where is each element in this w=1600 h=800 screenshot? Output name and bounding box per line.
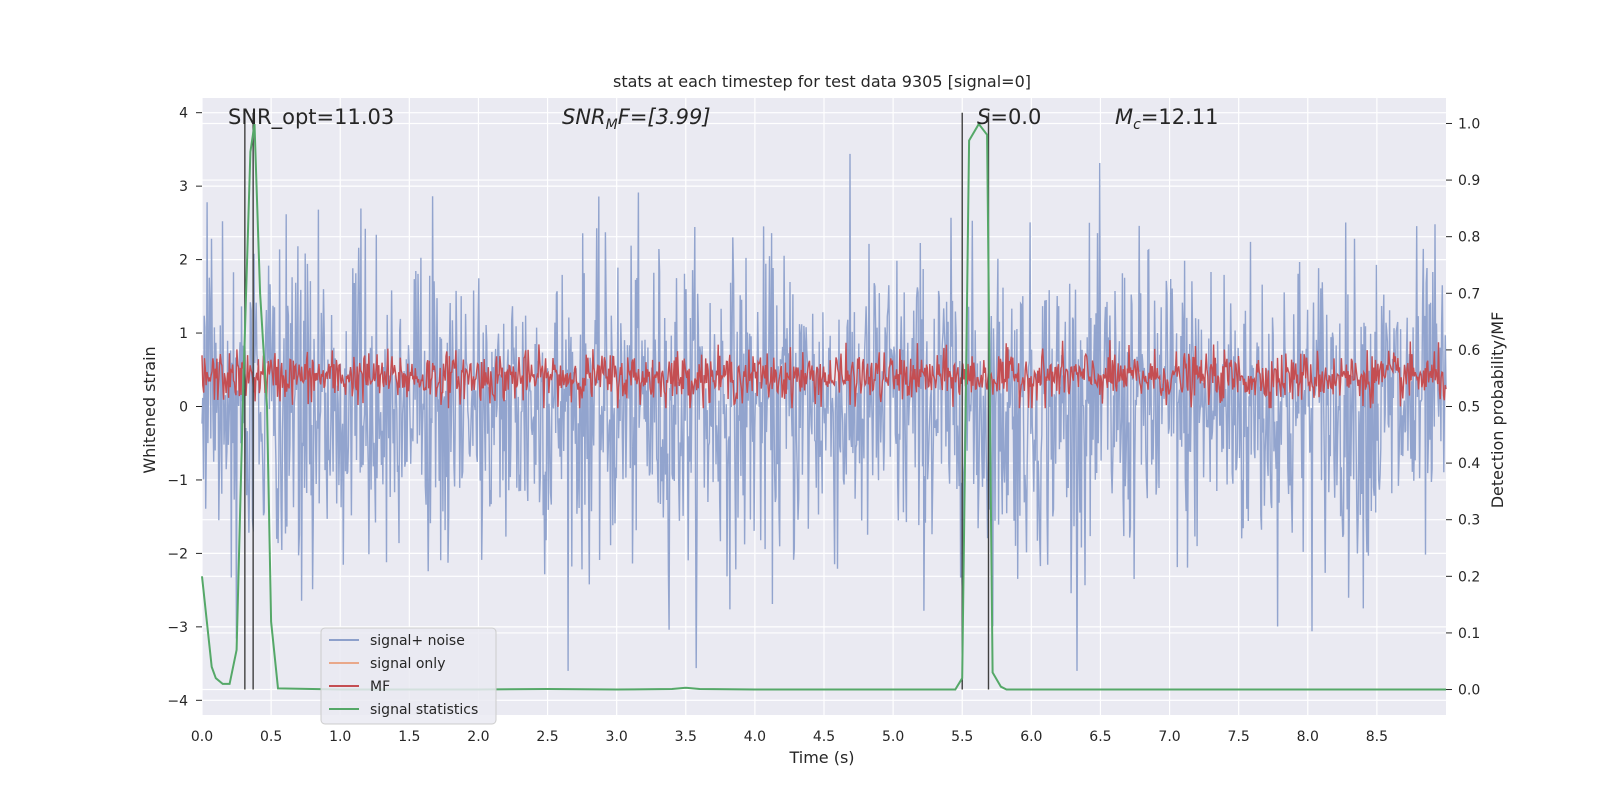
x-tick-label: 8.0 <box>1297 729 1319 745</box>
y-tick-label: 3 <box>179 179 188 195</box>
y-tick-label: 1 <box>179 326 188 342</box>
x-axis-label: Time (s) <box>788 748 854 767</box>
x-tick-label: 6.5 <box>1089 729 1111 745</box>
x-tick-label: 5.0 <box>882 729 904 745</box>
y2-tick-label: 0.7 <box>1458 286 1480 302</box>
x-tick-label: 4.0 <box>744 729 766 745</box>
x-tick-label: 7.5 <box>1228 729 1250 745</box>
x-tick-label: 0.5 <box>260 729 282 745</box>
legend-box <box>320 627 497 725</box>
y2-tick-label: 0.5 <box>1458 400 1480 416</box>
y-tick-label: 0 <box>179 400 188 416</box>
vertical-markers <box>244 112 990 690</box>
series-signal-statistics <box>201 122 1446 691</box>
annotation-snr-mf: SNRMF=[3.99] <box>562 105 711 133</box>
line-signal-statistics <box>201 122 1446 691</box>
y2-tick-label: 0.8 <box>1458 230 1480 246</box>
x-tick-label: 0.0 <box>191 729 213 745</box>
x-tick-label: 2.5 <box>536 729 558 745</box>
svg-text:signal statistics: signal statistics <box>370 702 478 718</box>
annotation-mc: Mc=12.11 <box>1115 105 1219 133</box>
y2-axis-label: Detection probability/MF <box>1488 312 1507 509</box>
y-tick-label: 2 <box>179 253 188 269</box>
y2-tick-label: 0.4 <box>1458 456 1480 472</box>
y2-tick-label: 0.1 <box>1458 626 1480 642</box>
y2-tick-label: 0.3 <box>1458 513 1480 529</box>
y-tick-label: −2 <box>167 546 188 562</box>
axes: 0.0 0.5 1.0 1.5 2.0 2.5 3.0 3.5 4.0 4.5 5.0 5.5 6.0 6… <box>167 106 1480 745</box>
legend-item-signal-statistics: signal statistics <box>329 702 478 718</box>
y-tick-label: −4 <box>167 693 188 709</box>
svg-text:signal+ noise: signal+ noise <box>370 633 465 649</box>
y-tick-label: −3 <box>167 620 188 636</box>
y2-tick-label: 0.2 <box>1458 569 1480 585</box>
y-axis-label: Whitened strain <box>140 346 159 473</box>
x-tick-label: 6.0 <box>1020 729 1042 745</box>
annotation-snr-opt: SNR_opt=11.03 <box>228 105 394 130</box>
y-tick-label: −1 <box>167 473 188 489</box>
legend: signal+ noise signal only MF signal stat… <box>320 627 497 725</box>
x-tick-label: 2.0 <box>467 729 489 745</box>
x-tick-label: 1.5 <box>398 729 420 745</box>
legend-item-mf: MF <box>329 679 390 695</box>
svg-text:signal only: signal only <box>370 656 445 672</box>
x-tick-label: 1.0 <box>329 729 351 745</box>
y2-tick-label: 1.0 <box>1458 116 1480 132</box>
series-mf <box>201 340 1447 409</box>
y-tick-label: 4 <box>179 106 188 122</box>
x-tick-label: 8.5 <box>1366 729 1388 745</box>
legend-item-signal-noise: signal+ noise <box>329 633 465 649</box>
x-tick-label: 3.0 <box>606 729 628 745</box>
chart-title: stats at each timestep for test data 930… <box>613 72 1031 91</box>
x-tick-label: 5.5 <box>951 729 973 745</box>
legend-item-signal-only: signal only <box>329 656 445 672</box>
x-tick-label: 3.5 <box>675 729 697 745</box>
y2-tick-label: 0.6 <box>1458 343 1480 359</box>
annotation-s: S=0.0 <box>977 105 1041 129</box>
y2-tick-label: 0.9 <box>1458 173 1480 189</box>
line-mf <box>201 340 1447 409</box>
y2-tick-label: 0.0 <box>1458 683 1480 699</box>
svg-text:MF: MF <box>370 679 390 695</box>
x-tick-label: 7.0 <box>1158 729 1180 745</box>
x-tick-label: 4.5 <box>813 729 835 745</box>
